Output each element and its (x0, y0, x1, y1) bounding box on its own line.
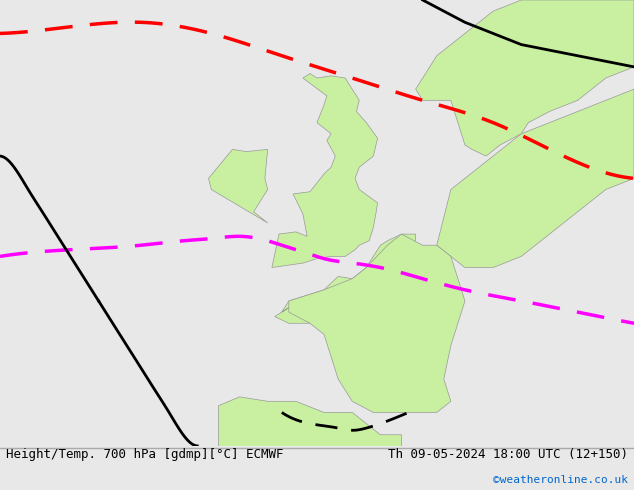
Text: ©weatheronline.co.uk: ©weatheronline.co.uk (493, 475, 628, 485)
Polygon shape (275, 234, 416, 323)
Polygon shape (289, 234, 465, 413)
Polygon shape (209, 149, 268, 223)
Polygon shape (218, 397, 401, 490)
Text: Height/Temp. 700 hPa [gdmp][°C] ECMWF: Height/Temp. 700 hPa [gdmp][°C] ECMWF (6, 447, 284, 461)
Polygon shape (416, 0, 634, 156)
Polygon shape (437, 89, 634, 268)
Text: Th 09-05-2024 18:00 UTC (12+150): Th 09-05-2024 18:00 UTC (12+150) (387, 447, 628, 461)
Polygon shape (272, 74, 378, 268)
